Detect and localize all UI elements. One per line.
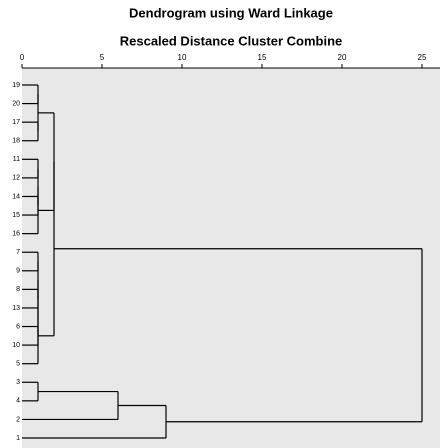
leaf-label: 17 — [12, 119, 20, 126]
chart-title: Dendrogram using Ward Linkage — [129, 5, 333, 20]
leaf-label: 20 — [12, 100, 20, 107]
leaf-label: 8 — [16, 286, 20, 293]
leaf-label: 18 — [12, 138, 20, 145]
leaf-label: 13 — [12, 305, 20, 312]
leaf-label: 11 — [13, 156, 20, 163]
x-tick-label: 5 — [100, 53, 105, 62]
leaf-label: 1 — [16, 435, 20, 442]
leaf-label: 2 — [16, 416, 20, 423]
x-tick-label: 20 — [338, 53, 347, 62]
leaf-label: 15 — [12, 212, 20, 219]
leaf-label: 6 — [16, 323, 20, 330]
x-tick-label: 10 — [178, 53, 187, 62]
leaf-label: 4 — [16, 398, 20, 405]
x-tick-label: 15 — [258, 53, 267, 62]
leaf-label: 10 — [12, 342, 20, 349]
x-tick-label: 0 — [20, 53, 25, 62]
leaf-label: 3 — [16, 379, 20, 386]
chart-subtitle: Rescaled Distance Cluster Combine — [120, 33, 343, 48]
x-tick-label: 25 — [418, 53, 427, 62]
plot-background — [22, 68, 440, 448]
leaf-label: 9 — [16, 268, 20, 275]
leaf-label: 7 — [16, 249, 20, 256]
leaf-label: 5 — [16, 361, 20, 368]
leaf-label: 12 — [12, 175, 20, 182]
leaf-label: 19 — [12, 82, 20, 89]
leaf-label: 14 — [12, 193, 20, 200]
leaf-label: 16 — [12, 230, 20, 237]
